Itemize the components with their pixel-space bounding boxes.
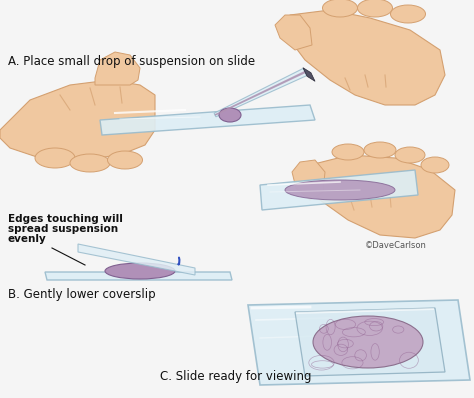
Ellipse shape xyxy=(364,142,396,158)
Polygon shape xyxy=(100,105,315,135)
Polygon shape xyxy=(305,155,455,238)
Text: spread suspension: spread suspension xyxy=(8,224,118,234)
Text: B. Gently lower coverslip: B. Gently lower coverslip xyxy=(8,288,155,301)
Polygon shape xyxy=(275,15,312,50)
Ellipse shape xyxy=(313,316,423,368)
Ellipse shape xyxy=(108,151,143,169)
Ellipse shape xyxy=(332,144,364,160)
Text: ©DaveCarlson: ©DaveCarlson xyxy=(365,241,427,250)
Ellipse shape xyxy=(219,108,241,122)
Polygon shape xyxy=(0,80,155,160)
Polygon shape xyxy=(303,68,315,81)
Ellipse shape xyxy=(105,263,175,279)
Ellipse shape xyxy=(35,148,75,168)
Ellipse shape xyxy=(421,157,449,173)
Ellipse shape xyxy=(357,0,392,17)
FancyArrowPatch shape xyxy=(179,258,180,264)
Polygon shape xyxy=(214,68,307,117)
Ellipse shape xyxy=(395,147,425,163)
Polygon shape xyxy=(295,308,445,376)
Polygon shape xyxy=(45,272,232,280)
Ellipse shape xyxy=(391,5,426,23)
Polygon shape xyxy=(95,52,140,85)
Text: A. Place small drop of suspension on slide: A. Place small drop of suspension on sli… xyxy=(8,55,255,68)
Polygon shape xyxy=(248,300,470,385)
Polygon shape xyxy=(260,170,418,210)
Text: Edges touching will: Edges touching will xyxy=(8,214,123,224)
Text: C. Slide ready for viewing: C. Slide ready for viewing xyxy=(160,370,311,383)
Polygon shape xyxy=(292,160,325,200)
Ellipse shape xyxy=(322,0,357,17)
Ellipse shape xyxy=(285,180,395,200)
Polygon shape xyxy=(285,10,445,105)
Polygon shape xyxy=(215,71,306,116)
Text: evenly: evenly xyxy=(8,234,47,244)
Ellipse shape xyxy=(70,154,110,172)
Polygon shape xyxy=(78,244,195,275)
